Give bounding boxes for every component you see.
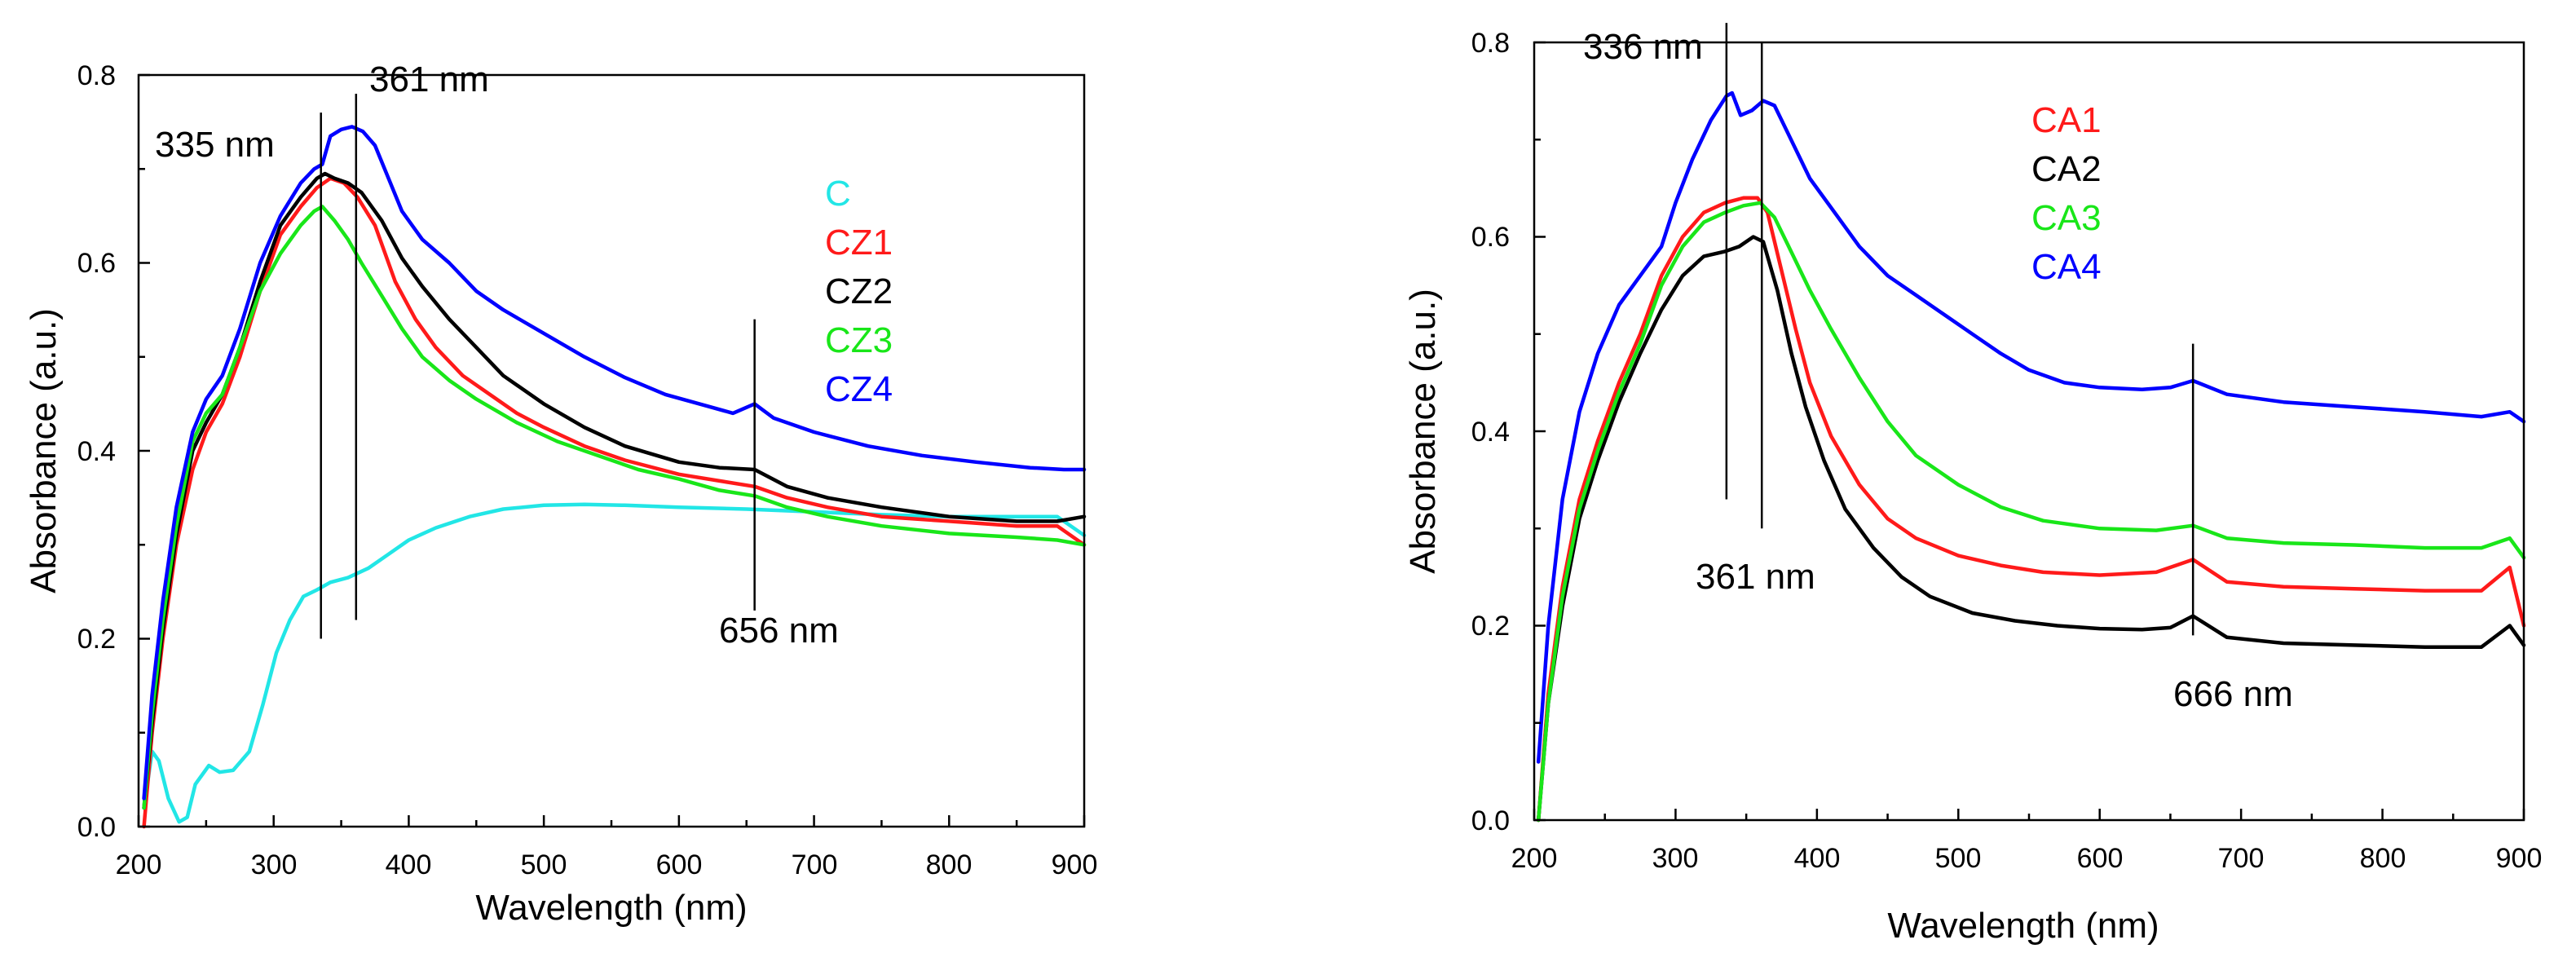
- right-series-line-ca2: [1536, 235, 2526, 823]
- right-legend-CA4: CA4: [2031, 247, 2102, 287]
- right-x-tick-label: 600: [2077, 843, 2124, 874]
- right-x-tick-label: 300: [1652, 843, 1699, 874]
- left-y-tick-label: 0.0: [77, 812, 116, 843]
- left-x-tick-label: 800: [926, 849, 973, 880]
- right-x-tick-label: 800: [2360, 843, 2406, 874]
- right-y-tick-label: 0.6: [1471, 222, 1510, 253]
- left-series-line-cz3: [142, 205, 1087, 810]
- right-x-tick-label: 400: [1794, 843, 1841, 874]
- left-y-tick-label: 0.8: [77, 60, 116, 91]
- left-chart-series-group: [142, 125, 1087, 829]
- left-x-tick-label: 500: [521, 849, 567, 880]
- left-annotation-335: 335 nm: [155, 125, 275, 165]
- left-x-tick-label: 600: [656, 849, 703, 880]
- left-legend-CZ4: CZ4: [825, 369, 893, 409]
- right-y-axis-title: Absorbance (a.u.): [1403, 289, 1443, 574]
- left-series-line-c: [142, 502, 1087, 824]
- right-legend-CA1: CA1: [2031, 100, 2102, 140]
- left-x-tick-label: 300: [251, 849, 298, 880]
- right-chart-x-ticks: [1533, 809, 2525, 820]
- right-series-line-ca1: [1536, 196, 2526, 823]
- left-series-line-cz2: [142, 171, 1087, 810]
- right-chart-y-ticks: [1534, 41, 1546, 822]
- right-y-tick-label: 0.0: [1471, 805, 1510, 836]
- left-annotation-656: 656 nm: [719, 611, 839, 651]
- left-legend-C: C: [825, 174, 851, 214]
- right-legend-CA3: CA3: [2031, 198, 2102, 238]
- right-x-tick-label: 200: [1511, 843, 1558, 874]
- right-chart-series-group: [1536, 90, 2526, 823]
- right-y-tick-label: 0.4: [1471, 417, 1510, 448]
- right-chart: 200 300 400 500 600 700 800 900 0.0 0.2 …: [1403, 23, 2542, 946]
- right-y-tick-label: 0.8: [1471, 28, 1510, 59]
- left-chart: 200 300 400 500 600 700 800 900 0.0 0.2 …: [24, 60, 1097, 928]
- right-series-line-ca4: [1536, 90, 2526, 764]
- left-chart-annotation-lines: [320, 94, 756, 639]
- left-y-tick-label: 0.6: [77, 248, 116, 279]
- right-x-tick-label: 500: [1935, 843, 1982, 874]
- right-x-axis-title: Wavelength (nm): [1887, 906, 2159, 946]
- left-x-axis-title: Wavelength (nm): [475, 888, 747, 928]
- left-chart-plot-frame: [137, 73, 1086, 828]
- right-annotation-666: 666 nm: [2173, 674, 2293, 714]
- right-legend-CA2: CA2: [2031, 149, 2102, 189]
- right-annotation-336: 336 nm: [1583, 27, 1703, 67]
- right-series-line-ca3: [1536, 201, 2526, 823]
- right-chart-annotation-lines: [1725, 23, 2194, 636]
- left-series-line-cz4: [142, 125, 1087, 801]
- left-annotation-361: 361 nm: [369, 60, 489, 99]
- right-annotation-361: 361 nm: [1696, 557, 1815, 597]
- left-y-axis-title: Absorbance (a.u.): [24, 308, 64, 593]
- left-series-line-cz1: [142, 176, 1087, 829]
- right-y-tick-label: 0.2: [1471, 611, 1510, 642]
- left-x-tick-label: 900: [1052, 849, 1098, 880]
- left-legend-CZ3: CZ3: [825, 320, 893, 360]
- left-chart-y-ticks: [139, 73, 150, 828]
- left-x-tick-label: 700: [792, 849, 838, 880]
- left-y-tick-label: 0.2: [77, 624, 116, 655]
- right-x-tick-label: 700: [2218, 843, 2265, 874]
- right-chart-plot-frame: [1533, 41, 2525, 822]
- left-legend-CZ2: CZ2: [825, 271, 893, 311]
- left-x-tick-label: 400: [386, 849, 432, 880]
- left-y-tick-label: 0.4: [77, 436, 116, 467]
- left-chart-x-ticks: [137, 815, 1086, 827]
- left-x-tick-label: 200: [116, 849, 162, 880]
- left-legend-CZ1: CZ1: [825, 223, 893, 262]
- right-x-tick-label: 900: [2496, 843, 2543, 874]
